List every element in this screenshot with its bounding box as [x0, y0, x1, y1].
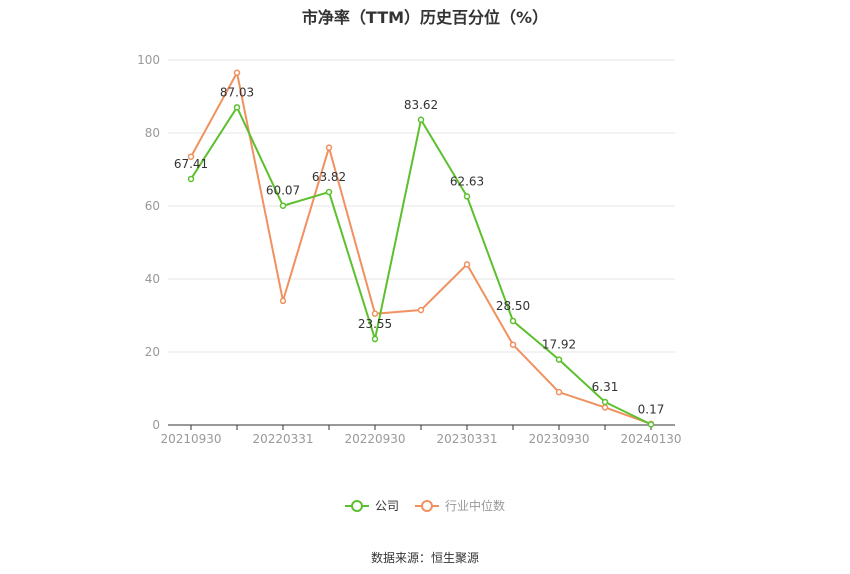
legend-label-company: 公司: [374, 499, 399, 513]
legend-item-industry-median[interactable]: 行业中位数: [415, 497, 505, 514]
legend-marker-company: [344, 499, 369, 512]
data-point-industry-median: [325, 144, 333, 151]
legend-marker-industry-median: [415, 499, 439, 512]
data-point-industry-median: [279, 297, 287, 305]
x-tick-label: 20220930: [344, 432, 405, 446]
data-point-company: [325, 188, 333, 196]
y-tick-label: 80: [145, 126, 160, 140]
legend-item-company[interactable]: 公司: [344, 497, 399, 514]
data-point-industry-median: [555, 388, 563, 396]
data-label: 28.50: [496, 299, 530, 313]
data-point-company: [187, 175, 195, 183]
y-tick-label: 100: [137, 53, 160, 67]
chart-title: 市净率（TTM）历史百分位（%）: [301, 8, 549, 27]
data-point-industry-median: [233, 69, 241, 77]
data-label: 60.07: [266, 184, 300, 198]
data-point-company: [647, 421, 655, 428]
data-point-industry-median: [371, 310, 379, 317]
x-tick-label: 20230930: [528, 432, 589, 446]
data-point-industry-median: [417, 306, 425, 314]
y-tick-label: 0: [152, 418, 160, 432]
legend: 公司 行业中位数: [0, 497, 850, 514]
data-point-industry-median: [463, 261, 471, 268]
x-tick-label: 20240130: [620, 432, 681, 446]
data-label: 23.55: [358, 317, 392, 331]
data-label: 83.62: [404, 98, 438, 112]
y-tick-label: 20: [145, 345, 160, 359]
data-point-industry-median: [187, 153, 195, 160]
data-point-company: [509, 317, 517, 325]
data-point-industry-median: [509, 341, 517, 348]
data-label: 6.31: [592, 380, 619, 394]
series-line-company: [190, 105, 652, 426]
data-point-company: [463, 193, 471, 200]
data-point-company: [555, 356, 563, 363]
data-label: 63.82: [312, 170, 346, 184]
data-label: 62.63: [450, 174, 484, 188]
data-point-company: [371, 335, 379, 343]
data-label: 17.92: [542, 338, 576, 352]
series-line-industry-median: [190, 69, 652, 425]
data-label: 0.17: [638, 402, 665, 416]
source-note: 数据来源：恒生聚源: [370, 551, 479, 565]
legend-label-industry-median: 行业中位数: [445, 499, 506, 513]
data-label: 87.03: [220, 85, 254, 99]
y-tick-label: 40: [145, 272, 160, 286]
x-tick-label: 20220331: [252, 432, 313, 446]
x-tick-label: 20230331: [436, 432, 497, 446]
data-point-company: [233, 104, 241, 111]
line-chart: 0 20 40 60 80 100 20210930 20220331 20220930 2023…: [137, 53, 681, 446]
data-point-company: [417, 116, 425, 124]
data-point-company: [279, 202, 287, 209]
data-point-company: [601, 398, 609, 406]
data-point-industry-median: [601, 404, 609, 411]
data-label: 67.41: [174, 157, 208, 171]
x-tick-label: 20210930: [160, 432, 221, 446]
y-tick-label: 60: [145, 199, 160, 213]
